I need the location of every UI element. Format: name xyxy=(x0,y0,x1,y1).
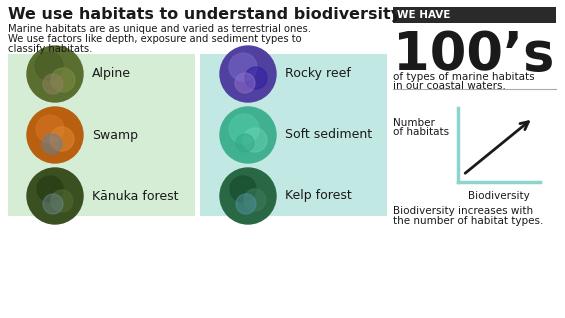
Circle shape xyxy=(230,176,256,202)
Text: Marine habitats are as unique and varied as terrestrial ones.: Marine habitats are as unique and varied… xyxy=(8,24,311,34)
Circle shape xyxy=(27,107,83,163)
Circle shape xyxy=(244,189,266,211)
Circle shape xyxy=(51,68,75,92)
Text: of habitats: of habitats xyxy=(393,127,449,137)
FancyBboxPatch shape xyxy=(393,7,556,23)
Circle shape xyxy=(50,127,74,151)
Text: We use habitats to understand biodiversity: We use habitats to understand biodiversi… xyxy=(8,7,401,22)
Text: Number: Number xyxy=(393,118,435,128)
Text: Swamp: Swamp xyxy=(92,128,138,142)
Text: Soft sediment: Soft sediment xyxy=(285,128,372,142)
Text: Biodiversity: Biodiversity xyxy=(468,191,530,201)
Text: Kelp forest: Kelp forest xyxy=(285,190,352,203)
Circle shape xyxy=(27,46,83,102)
Circle shape xyxy=(220,107,276,163)
Circle shape xyxy=(37,176,63,202)
Circle shape xyxy=(35,52,63,80)
Circle shape xyxy=(43,74,63,94)
Circle shape xyxy=(245,67,267,89)
Circle shape xyxy=(235,73,255,93)
Circle shape xyxy=(27,168,83,224)
Text: the number of habitat types.: the number of habitat types. xyxy=(393,216,544,226)
Circle shape xyxy=(243,128,267,152)
Circle shape xyxy=(51,190,73,212)
Text: classify habitats.: classify habitats. xyxy=(8,44,92,54)
Circle shape xyxy=(220,46,276,102)
Circle shape xyxy=(43,194,63,214)
Circle shape xyxy=(42,134,62,154)
Text: Rocky reef: Rocky reef xyxy=(285,67,351,80)
Text: Kānuka forest: Kānuka forest xyxy=(92,190,179,203)
Circle shape xyxy=(229,114,259,144)
Text: in our coastal waters.: in our coastal waters. xyxy=(393,81,506,91)
Circle shape xyxy=(236,134,254,152)
Text: WE HAVE: WE HAVE xyxy=(397,10,450,20)
FancyBboxPatch shape xyxy=(8,54,195,216)
Text: We use factors like depth, exposure and sediment types to: We use factors like depth, exposure and … xyxy=(8,34,302,44)
Circle shape xyxy=(220,168,276,224)
Circle shape xyxy=(229,53,257,81)
Circle shape xyxy=(36,115,64,143)
Text: Biodiversity increases with: Biodiversity increases with xyxy=(393,206,533,216)
FancyBboxPatch shape xyxy=(200,54,387,216)
Circle shape xyxy=(236,194,256,214)
Text: Alpine: Alpine xyxy=(92,67,131,80)
Text: 100’s: 100’s xyxy=(393,29,554,81)
Text: of types of marine habitats: of types of marine habitats xyxy=(393,72,534,82)
